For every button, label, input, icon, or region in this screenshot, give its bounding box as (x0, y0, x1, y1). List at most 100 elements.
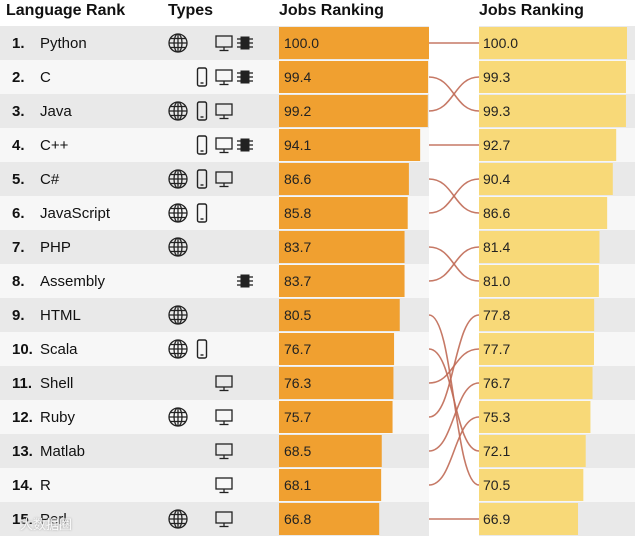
bar-left (279, 197, 408, 229)
desktop-monitor-icon (215, 137, 233, 154)
bar-right (479, 503, 579, 535)
rank-number: 2. (12, 69, 25, 86)
globe-icon (168, 339, 188, 359)
desktop-monitor-icon (215, 511, 233, 528)
rank-number: 8. (12, 273, 25, 290)
phone-body (196, 203, 208, 223)
language-name: Ruby (40, 409, 76, 426)
value-label-right: 100.0 (483, 35, 518, 51)
value-label-right: 81.4 (483, 239, 510, 255)
bar-left (279, 333, 395, 365)
rank-change-line (428, 314, 480, 418)
globe-icon (168, 203, 188, 223)
bar-right (479, 333, 594, 365)
value-label-left: 99.2 (284, 103, 311, 119)
globe-icon (168, 407, 188, 427)
value-label-right: 81.0 (483, 273, 510, 289)
language-name: Perl (40, 511, 67, 528)
bar-right (479, 231, 600, 263)
globe-icon (168, 305, 188, 325)
phone-body (196, 101, 208, 121)
rank-change-line (428, 246, 480, 282)
mobile-phone-icon (196, 169, 208, 189)
bar-right (479, 469, 584, 501)
value-label-right: 70.5 (483, 477, 510, 493)
rank-number: 12. (12, 409, 33, 426)
value-label-left: 66.8 (284, 511, 311, 527)
rank-change-lines (428, 42, 480, 520)
bar-left (279, 265, 405, 297)
bar-left (279, 299, 400, 331)
rank-number: 3. (12, 103, 25, 120)
bar-left (279, 401, 393, 433)
bar-right (479, 197, 608, 229)
bar-left (279, 163, 409, 195)
bars (279, 27, 627, 535)
value-label-right: 77.7 (483, 341, 510, 357)
value-label-left: 94.1 (284, 137, 311, 153)
bar-right (479, 61, 626, 93)
value-label-right: 75.3 (483, 409, 510, 425)
globe-icon (168, 101, 188, 121)
bar-right (479, 401, 591, 433)
type-icons (168, 33, 253, 529)
watermark: 大数据圈 (20, 518, 73, 533)
embedded-chip-icon (237, 70, 253, 84)
value-label-left: 86.6 (284, 171, 311, 187)
bar-right (479, 367, 593, 399)
language-name: C (40, 69, 51, 86)
desktop-monitor-icon (215, 35, 233, 52)
rank-number: 6. (12, 205, 25, 222)
globe-icon (168, 509, 188, 529)
jobs-ranking-right-header: Jobs Ranking (479, 2, 584, 19)
value-label-left: 68.5 (284, 443, 311, 459)
value-label-right: 72.1 (483, 443, 510, 459)
value-label-left: 68.1 (284, 477, 311, 493)
rank-change-line (428, 76, 480, 112)
desktop-monitor-icon (215, 409, 233, 426)
bar-right (479, 95, 626, 127)
desktop-monitor-icon (215, 375, 233, 392)
value-label-left: 75.7 (284, 409, 311, 425)
bar-right (479, 299, 595, 331)
rank-number: 11. (12, 375, 32, 392)
chip-body (240, 138, 250, 152)
language-name: PHP (40, 239, 71, 256)
rank-number: 14. (12, 477, 33, 494)
bar-right (479, 27, 627, 59)
chip-body (240, 274, 250, 288)
mobile-phone-icon (196, 339, 208, 359)
value-label-left: 76.3 (284, 375, 311, 391)
labels: 1. Python 100.0 100.0 2. C 99.4 99.3 3. Java 99.2 9… (12, 35, 518, 528)
bar-right (479, 163, 613, 195)
rank-number: 7. (12, 239, 25, 256)
bar-left (279, 469, 382, 501)
mobile-phone-icon (196, 135, 208, 155)
value-label-left: 85.8 (284, 205, 311, 221)
value-label-right: 99.3 (483, 103, 510, 119)
rank-number: 5. (12, 171, 25, 188)
language-name: C++ (40, 137, 69, 154)
language-name: Scala (40, 341, 78, 358)
desktop-monitor-icon (215, 477, 233, 494)
desktop-monitor-icon (215, 171, 233, 188)
phone-body (196, 169, 208, 189)
language-rank-header: Language Rank (6, 2, 126, 19)
globe-icon (168, 237, 188, 257)
value-label-left: 83.7 (284, 239, 311, 255)
mobile-phone-icon (196, 203, 208, 223)
mobile-phone-icon (196, 101, 208, 121)
value-label-right: 76.7 (483, 375, 510, 391)
embedded-chip-icon (237, 36, 253, 50)
language-name: Matlab (40, 443, 85, 460)
rank-change-line (428, 178, 480, 214)
rank-number: 4. (12, 137, 25, 154)
rank-number: 1. (12, 35, 25, 52)
value-label-left: 76.7 (284, 341, 311, 357)
language-name: Python (40, 35, 87, 52)
globe-icon (168, 169, 188, 189)
value-label-left: 83.7 (284, 273, 311, 289)
chip-body (240, 70, 250, 84)
value-label-right: 99.3 (483, 69, 510, 85)
desktop-monitor-icon (215, 443, 233, 460)
